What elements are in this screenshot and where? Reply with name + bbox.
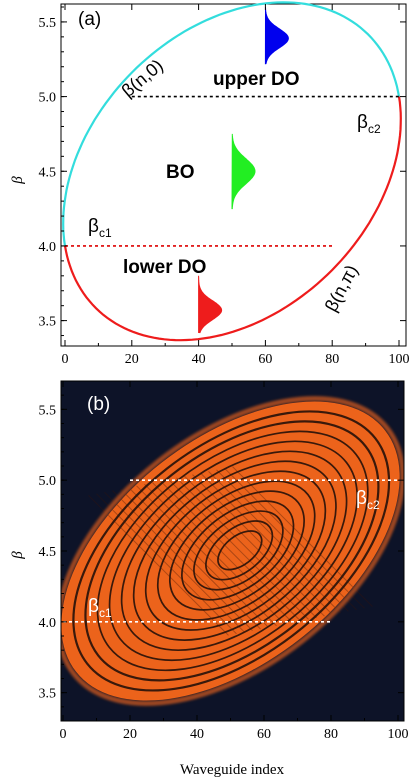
fringe-hatch	[216, 469, 357, 611]
a-ytick-label: 5.5	[39, 16, 57, 31]
fringe-ring	[217, 530, 263, 571]
b-xtick-label: 40	[190, 727, 204, 742]
heatmap-edge	[61, 396, 404, 706]
fringe-hatch	[152, 482, 293, 623]
heatmap-fringes	[61, 396, 404, 706]
b-ytick-label: 4.5	[39, 545, 57, 560]
region-label-lower-do: lower DO	[123, 257, 206, 278]
fringe-hatch	[112, 490, 253, 631]
fringe-hatch	[184, 475, 325, 617]
a-xtick-label: 20	[125, 352, 139, 367]
fringe-hatch	[208, 471, 349, 612]
region-label-bo: BO	[166, 162, 195, 183]
fringe-ring	[132, 460, 337, 641]
wave-packet-2	[231, 133, 256, 210]
b-ytick-label: 4.0	[39, 616, 57, 631]
fringe-hatch	[192, 474, 333, 615]
beta-c2-label-a: βc2	[357, 112, 381, 136]
axis-ticks-a: 0 20 40 60 80 100 3.5 4.0 4.5 5.0 5.5	[39, 4, 410, 367]
a-ytick-label: 4.0	[39, 240, 57, 255]
ellipse-curves	[62, 1, 402, 342]
b-xtick-label: 0	[60, 727, 67, 742]
b-ytick-label: 5.0	[39, 474, 57, 489]
a-xtick-label: 100	[389, 352, 410, 367]
x-axis-label-b: Waveguide index	[180, 762, 285, 778]
wave-packet-3	[198, 275, 223, 334]
b-ytick-label: 3.5	[39, 687, 57, 702]
fringe-hatch	[200, 472, 341, 614]
a-xtick-label: 0	[62, 352, 69, 367]
fringe-ring	[84, 420, 380, 682]
fringe-hatch	[136, 485, 277, 627]
fringe-hatch	[88, 495, 229, 636]
fringe-hatch	[96, 493, 237, 635]
curve-beta-n0	[62, 1, 401, 247]
wave-packet-1	[264, 6, 289, 65]
beta-c2-label-b: βc2	[356, 488, 380, 512]
fringe-hatch	[104, 491, 245, 633]
b-ytick-label: 5.5	[39, 403, 57, 418]
a-ytick-label: 4.5	[39, 165, 57, 180]
threshold-lines-b	[63, 479, 398, 623]
fringe-hatch	[232, 466, 373, 607]
beta-c1-label-a: βc1	[88, 216, 112, 240]
fringe-hatch	[224, 467, 365, 609]
region-label-upper-do: upper DO	[213, 69, 300, 90]
fringe-ring	[108, 440, 359, 662]
a-ytick-label: 3.5	[39, 315, 57, 330]
a-xtick-label: 80	[325, 352, 339, 367]
a-xtick-label: 40	[192, 352, 206, 367]
fringe-ring	[72, 410, 391, 692]
fringe-hatch	[160, 480, 301, 622]
b-xtick-label: 100	[388, 727, 409, 742]
y-axis-label-a: β	[10, 176, 26, 185]
panel-b-label: (b)	[87, 394, 110, 415]
panel-b: 0 20 40 60 80 100 3.5 4.0 4.5 5.0 5.5 (b) β Wavegu…	[10, 380, 409, 778]
b-xtick-label: 20	[123, 727, 137, 742]
fringe-ring	[193, 510, 284, 591]
fringe-ring	[205, 520, 274, 581]
fringe-hatch	[120, 488, 261, 630]
series-label-beta-npi: β(n,π)	[321, 262, 362, 315]
threshold-lines-a	[65, 95, 399, 247]
fringe-ring	[156, 480, 316, 621]
fringe-ring	[168, 490, 305, 611]
axis-ticks-b: 0 20 40 60 80 100 3.5 4.0 4.5 5.0 5.5	[39, 381, 409, 742]
fringe-ring	[144, 470, 327, 631]
fringe-hatch	[144, 483, 285, 625]
b-xtick-label: 60	[257, 727, 271, 742]
wave-packets	[198, 6, 289, 334]
panel-a-frame	[60, 3, 407, 347]
a-ytick-label: 5.0	[39, 91, 57, 106]
fringe-hatch	[128, 487, 269, 628]
y-axis-label-b: β	[10, 551, 26, 560]
curve-beta-npi	[63, 96, 402, 342]
fringe-hatch	[176, 477, 317, 619]
fringe-ring	[181, 500, 295, 601]
fringe-hatch	[168, 479, 309, 620]
fringe-ring	[120, 450, 348, 651]
b-xtick-label: 80	[324, 727, 338, 742]
beta-c1-label-b: βc1	[88, 596, 112, 620]
a-xtick-label: 60	[258, 352, 272, 367]
panel-a-label: (a)	[78, 9, 101, 30]
